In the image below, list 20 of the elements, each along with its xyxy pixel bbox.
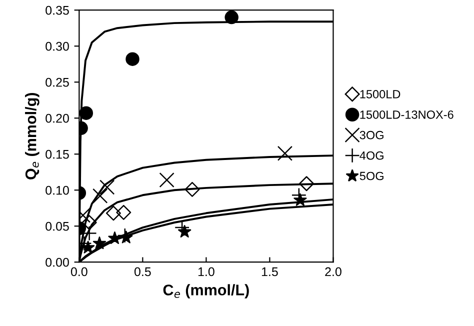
x-tick-label: 1.5	[262, 267, 278, 276]
y-tick-label: 0.15	[46, 150, 69, 159]
legend-label: 1500LD	[360, 90, 400, 98]
legend-label: 5OG	[360, 172, 384, 180]
x-tick-label: 0.0	[70, 267, 88, 276]
x-tick-label: 2.0	[325, 267, 342, 276]
y-tick-label: 0.10	[46, 186, 69, 195]
y-tick-label: 0.35	[46, 6, 69, 15]
x-tick-label: 0.5	[134, 267, 151, 276]
y-tick-label: 0.25	[46, 78, 69, 87]
legend-label: 3OG	[360, 130, 384, 140]
y-tick-label: 0.00	[46, 258, 69, 267]
y-axis-title: Q$_{e}$ (mmol/g)	[25, 93, 40, 180]
legend-label: 1500LD-13NOX-6	[360, 110, 454, 119]
y-tick-label: 0.05	[46, 222, 69, 231]
x-axis-title: C$_{e}$ (mmol/L)	[163, 284, 249, 298]
y-tick-label: 0.20	[46, 114, 69, 123]
y-tick-label: 0.30	[46, 42, 69, 51]
x-tick-label: 1.0	[198, 267, 214, 276]
legend-label: 4OG	[360, 151, 384, 160]
